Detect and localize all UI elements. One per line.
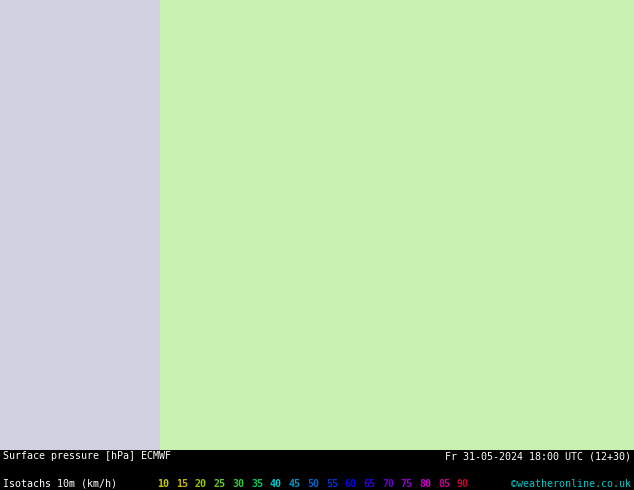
Text: 65: 65 [363, 479, 375, 489]
Text: 35: 35 [251, 479, 263, 489]
Text: 25: 25 [214, 479, 226, 489]
Text: 10: 10 [158, 479, 169, 489]
Text: 85: 85 [438, 479, 450, 489]
Text: 55: 55 [326, 479, 338, 489]
Text: ©weatheronline.co.uk: ©weatheronline.co.uk [512, 479, 631, 489]
Text: 50: 50 [307, 479, 319, 489]
Text: 90: 90 [457, 479, 469, 489]
Text: Surface pressure [hPa] ECMWF: Surface pressure [hPa] ECMWF [3, 451, 171, 461]
Text: 15: 15 [176, 479, 188, 489]
Text: 45: 45 [288, 479, 301, 489]
Bar [158, 0, 634, 450]
Text: 60: 60 [345, 479, 356, 489]
Text: 20: 20 [195, 479, 207, 489]
Text: Fr 31-05-2024 18:00 UTC (12+30): Fr 31-05-2024 18:00 UTC (12+30) [446, 451, 631, 461]
Bar [0, 0, 160, 450]
Bar [160, 0, 634, 450]
Text: 70: 70 [382, 479, 394, 489]
Text: 40: 40 [270, 479, 281, 489]
Text: 30: 30 [233, 479, 244, 489]
Text: 75: 75 [401, 479, 413, 489]
Bar [0, 0, 158, 450]
Text: Isotachs 10m (km/h): Isotachs 10m (km/h) [3, 479, 117, 489]
Text: 80: 80 [420, 479, 431, 489]
